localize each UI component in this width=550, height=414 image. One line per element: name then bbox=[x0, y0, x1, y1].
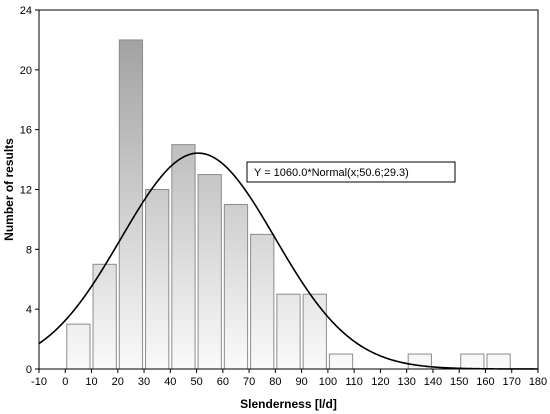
x-tick-label: 70 bbox=[243, 376, 255, 388]
histogram-bar bbox=[197, 174, 222, 370]
x-tick-label: 100 bbox=[319, 376, 337, 388]
x-tick-label: 20 bbox=[112, 376, 124, 388]
x-tick-label: 50 bbox=[190, 376, 202, 388]
x-tick-label: 60 bbox=[217, 376, 229, 388]
x-tick-label: 0 bbox=[62, 376, 68, 388]
x-tick-label: -10 bbox=[31, 376, 47, 388]
histogram-bar bbox=[66, 323, 91, 370]
histogram-bar bbox=[250, 233, 275, 370]
x-tick-label: 160 bbox=[476, 376, 494, 388]
y-tick-label: 20 bbox=[20, 65, 32, 77]
y-tick-label: 24 bbox=[20, 5, 32, 17]
x-axis-ticks: -10 0 10 20 30 40 50 60 70 80 90 100 110 120 130 140 150… bbox=[31, 369, 547, 388]
x-tick-label: 150 bbox=[450, 376, 468, 388]
normal-fit-curve bbox=[38, 152, 538, 370]
y-tick-label: 4 bbox=[26, 304, 32, 316]
x-tick-label: 90 bbox=[296, 376, 308, 388]
histogram-bar bbox=[328, 353, 354, 370]
y-tick-label: 8 bbox=[26, 244, 32, 256]
x-tick-label: 180 bbox=[529, 376, 547, 388]
x-tick-label: 120 bbox=[371, 376, 389, 388]
y-tick-label: 12 bbox=[20, 185, 32, 197]
x-axis-label: Slenderness [l/d] bbox=[240, 397, 337, 411]
x-tick-label: 30 bbox=[138, 376, 150, 388]
histogram-bar bbox=[460, 353, 485, 370]
y-tick-label: 0 bbox=[26, 364, 32, 376]
y-axis-label: Number of results bbox=[2, 138, 16, 241]
x-tick-label: 130 bbox=[398, 376, 416, 388]
histogram-bar bbox=[145, 189, 170, 370]
histogram-bar bbox=[223, 203, 249, 370]
x-tick-label: 110 bbox=[345, 376, 363, 388]
bars-layer bbox=[66, 39, 511, 370]
x-tick-label: 10 bbox=[85, 376, 97, 388]
histogram-bar bbox=[118, 39, 144, 370]
histogram-bar bbox=[276, 293, 301, 370]
annotation-text: Y = 1060.0*Normal(x;50.6;29.3) bbox=[254, 167, 409, 179]
histogram-bar bbox=[302, 293, 327, 370]
y-axis-ticks: 0 4 8 12 16 20 24 bbox=[20, 5, 39, 376]
annotation-box bbox=[246, 161, 456, 183]
x-tick-label: 140 bbox=[424, 376, 442, 388]
x-tick-label: 170 bbox=[503, 376, 521, 388]
x-tick-label: 40 bbox=[164, 376, 176, 388]
histogram-bar bbox=[486, 353, 511, 370]
fit-annotation: Y = 1060.0*Normal(x;50.6;29.3) bbox=[246, 161, 456, 183]
histogram-bar bbox=[171, 144, 196, 370]
y-tick-label: 16 bbox=[20, 125, 32, 137]
x-tick-label: 80 bbox=[269, 376, 281, 388]
